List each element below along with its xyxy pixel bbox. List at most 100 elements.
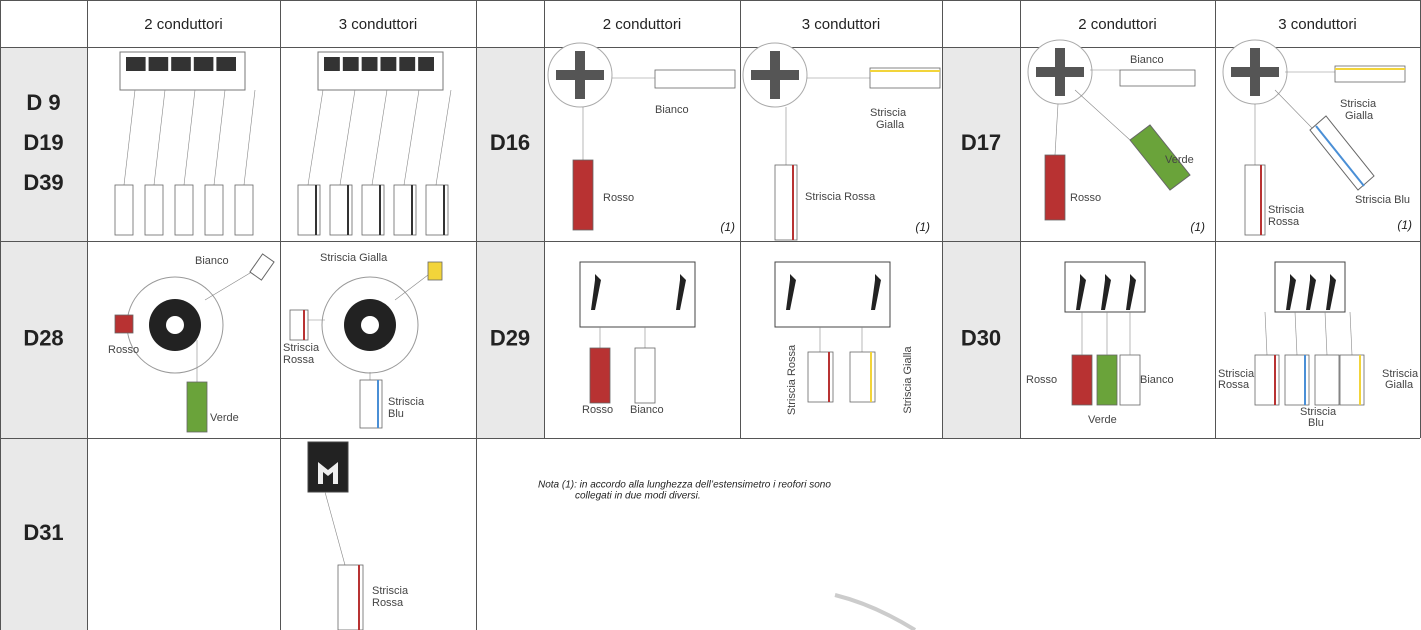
wire [243,89,256,186]
gauge [575,51,585,99]
cell-label: (1) [1397,218,1412,232]
row-code: D39 [23,170,63,195]
cell-label: (1) [1190,220,1205,234]
gauge-grid [361,57,378,71]
wire [371,89,388,186]
gauge [307,441,349,493]
wire [123,89,136,186]
row-code: D17 [961,130,1001,155]
wire [213,89,226,186]
lead [1044,154,1066,221]
gauge-grid [216,57,236,71]
lead [361,184,385,236]
row-code: D30 [961,325,1001,350]
gauge-grid [871,274,881,310]
gauge-grid [380,57,397,71]
column-header: 3 conduttori [339,16,417,33]
lead [1119,354,1141,406]
code-cell-bg [476,47,544,241]
cell-label: Striscia Blu [1355,194,1410,206]
cell-label: Striscia Rossa [786,344,798,415]
column-header: 2 conduttori [1078,16,1156,33]
cell-label: Striscia [372,585,409,597]
cell-label: Rossa [283,354,315,366]
gauge-grid [786,274,796,310]
lead [234,184,254,236]
cell-label: Verde [1165,154,1194,166]
cell-label: Striscia [1340,98,1377,110]
gauge [579,261,696,328]
note: collegati in due modi diversi. [575,491,701,502]
row-code: D28 [23,325,63,350]
cell-label: Striscia [870,107,907,119]
cell-label: Bianco [195,255,229,267]
wire [183,89,196,186]
cell-label: Rossa [1268,216,1300,228]
column-header: 3 conduttori [1278,16,1356,33]
lead [589,347,611,404]
wire [1264,311,1268,356]
code-cell-bg [0,241,87,438]
cell-label: Rosso [1026,374,1057,386]
lead [1314,354,1340,406]
cell-label: Striscia [1382,368,1419,380]
lead [774,164,798,241]
code-cell-bg [0,438,87,630]
gauge-grid [1286,274,1296,310]
wire [339,89,356,186]
gauge-grid [193,57,214,71]
gauge [1250,48,1260,96]
gauge-center [361,316,379,334]
gauge [774,261,891,328]
gauge-grid [1101,274,1111,310]
cell-label: Bianco [1130,54,1164,66]
gauge-grid [418,57,434,71]
gauge [770,51,780,99]
lead [114,314,134,334]
lead [174,184,194,236]
lead-stripe [1315,125,1365,187]
cell-label: Rosso [603,192,634,204]
gauge-grid [171,57,191,71]
column-header: 3 conduttori [802,16,880,33]
lead [186,381,208,433]
wire [435,89,452,186]
cell-label: Striscia Gialla [902,346,914,414]
gauge-grid [1306,274,1316,310]
gauge-grid [318,462,338,484]
cell-label: Striscia Rossa [805,191,876,203]
code-cell-bg [0,47,87,241]
code-cell-bg [476,241,544,438]
lead [1071,354,1093,406]
wire [394,274,429,301]
lead [572,159,594,231]
cell-label: Bianco [655,104,689,116]
lead [289,309,309,341]
cell-label: Striscia [1268,204,1305,216]
wire [204,269,256,301]
cell-label: Rosso [582,404,613,416]
note: Nota (1): in accordo alla lunghezza dell… [538,480,831,491]
lead [329,184,353,236]
cell-label: Verde [1088,414,1117,426]
wire [307,89,324,186]
lead [1309,115,1375,191]
lead [634,347,656,404]
wire [1074,89,1131,141]
cell-label: (1) [915,220,930,234]
cell-label: Gialla [876,119,905,131]
lead [425,184,449,236]
lead [359,379,383,429]
gauge [1055,48,1065,96]
row-code: D16 [490,130,530,155]
cell-label: Rosso [1070,192,1101,204]
column-header: 2 conduttori [603,16,681,33]
gauge-grid [148,57,169,71]
wire [153,89,166,186]
column-header: 2 conduttori [144,16,222,33]
lead [114,184,134,236]
lead [204,184,224,236]
lead [144,184,164,236]
cell-label: Gialla [1385,379,1414,391]
